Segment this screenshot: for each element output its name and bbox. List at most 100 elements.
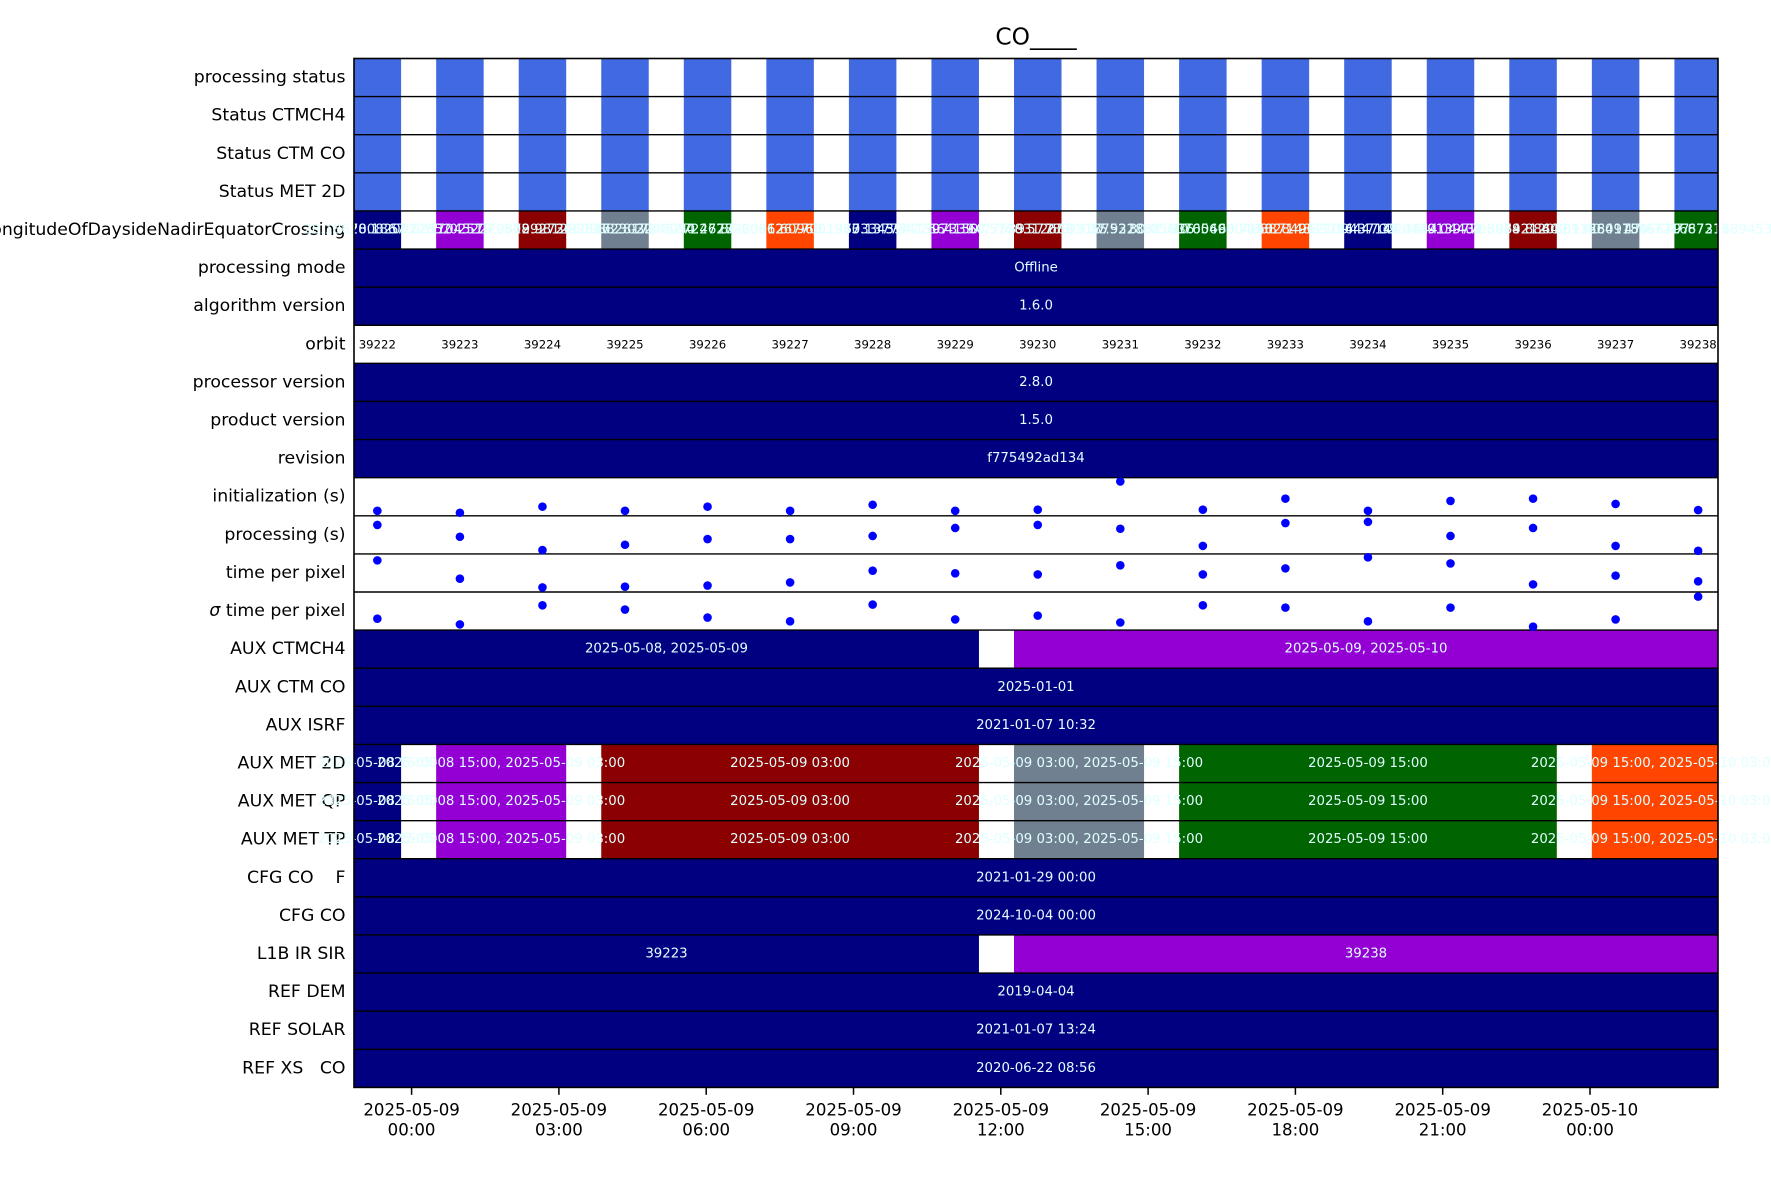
value-bar: [354, 706, 1718, 745]
longitude-value-rounded: 36.28172: [593, 222, 656, 237]
scatter-dot: [1116, 561, 1125, 570]
layer-row-labels: processing status Status CTMCH4 Status CTM…: [0, 68, 346, 1079]
scatter-dot: [1528, 523, 1538, 533]
longitude-value: 30.056076049804688: [1129, 222, 1277, 237]
scatter-dot: [1528, 580, 1538, 589]
granule-stripe: [931, 58, 979, 97]
granule-stripe: [518, 172, 567, 211]
value-bar-label: 2025-05-08 15:00, 2025-05-09 03:00: [377, 832, 625, 847]
granule-bar: [848, 210, 897, 250]
layer-scatter: [373, 477, 1703, 631]
orbit-number: 39225: [606, 337, 643, 351]
value-bar-label: 2025-05-09 15:00: [1308, 832, 1428, 847]
scatter-dot: [455, 574, 465, 583]
value-bar-label: 2025-05-09 03:00: [730, 794, 850, 809]
granule-stripe: [1344, 172, 1392, 211]
orbit-number: 39229: [937, 337, 974, 351]
row-label: AUX ISRF: [266, 715, 346, 735]
granule-stripe: [1426, 58, 1475, 97]
granule-stripe: [766, 58, 814, 97]
longitude-value: 86.60962677001953: [720, 222, 860, 237]
value-bar-label: 2021-01-29 00:00: [976, 870, 1096, 885]
value-bar: [1014, 820, 1145, 859]
row-bars: [354, 934, 1718, 974]
value-bar-label: 2025-05-09 15:00, 2025-05-10 03:00: [1531, 794, 1771, 809]
scatter-dot: [868, 566, 877, 575]
scatter-dot: [1528, 622, 1538, 631]
tick-label-time: 21:00: [1419, 1121, 1467, 1140]
value-bar: [601, 744, 979, 783]
granule-stripe: [601, 134, 649, 173]
scatter-dot: [785, 506, 795, 516]
scatter-dot: [620, 582, 630, 591]
longitude-value: 27.931875228881836: [1046, 222, 1194, 237]
value-bar-label: 1.5.0: [1019, 413, 1053, 428]
layer-axis: 2025-05-0900:002025-05-0903:002025-05-09…: [353, 57, 1719, 1140]
value-bar: [354, 1049, 1718, 1088]
longitude-value: 96.37144470214844: [1298, 222, 1438, 237]
value-bar: [1591, 782, 1718, 821]
granule-stripe: [1096, 96, 1145, 135]
granule-stripe: [931, 172, 979, 211]
longitude-value-rounded: 28.1867: [350, 222, 405, 237]
granule-stripe: [1509, 172, 1557, 211]
value-bar: [354, 363, 1718, 402]
granule-stripe: [766, 134, 814, 173]
scatter-dot: [1528, 494, 1538, 503]
scatter-dot: [1611, 615, 1620, 624]
longitude-value: 28.186700820922852: [303, 222, 451, 237]
row-bars: [354, 630, 1718, 669]
value-bar-label: f775492ad134: [987, 451, 1084, 466]
scatter-dot: [1611, 499, 1620, 509]
scatter-dot: [1693, 577, 1703, 586]
scatter-dot: [785, 534, 795, 544]
value-bar-label: 2025-05-08, 2025-05-09: [585, 642, 748, 657]
longitude-value: -79.98129272460938: [470, 222, 614, 237]
orbit-number: 39230: [1019, 337, 1056, 351]
granule-stripe: [1426, 134, 1475, 173]
scatter-dot: [1363, 517, 1373, 527]
scatter-dot: [373, 556, 382, 565]
granule-stripe: [354, 58, 402, 97]
scatter-dot: [1116, 618, 1125, 627]
scatter-dot: [703, 613, 712, 622]
granule-bar: [518, 210, 567, 250]
granule-bar: [601, 210, 649, 250]
row-label: REF SOLAR: [249, 1020, 346, 1040]
row-label: revision: [278, 449, 346, 469]
value-bar: [1179, 820, 1557, 859]
value-bar: [354, 858, 1718, 897]
scatter-dot: [620, 540, 630, 550]
granule-stripe: [1344, 58, 1392, 97]
granule-stripe: [1179, 58, 1227, 97]
value-bar-label: 2024-10-04 00:00: [976, 908, 1096, 923]
granule-bar: [354, 210, 402, 250]
longitude-value-rounded: 40.09156: [1584, 222, 1647, 237]
value-bar: [601, 820, 979, 859]
row-label: time per pixel: [226, 563, 346, 583]
value-bar-label: 2025-05-09 15:00: [1308, 794, 1428, 809]
granule-stripe: [1179, 134, 1227, 173]
longitude-value-rounded: 39.04401: [1419, 222, 1482, 237]
value-bar: [354, 249, 1718, 288]
scatter-dot: [1116, 477, 1125, 486]
value-bar: [1179, 744, 1557, 783]
row-label: processing status: [194, 68, 346, 88]
value-bar: [354, 896, 1718, 935]
granule-stripe: [1261, 96, 1310, 135]
value-bar: [1179, 782, 1557, 821]
row-label: product version: [210, 411, 345, 431]
orbit-number: 39238: [1680, 337, 1717, 351]
scatter-dot: [1033, 520, 1043, 530]
scatter-dot: [538, 502, 547, 511]
plot-border: [353, 57, 1719, 1089]
scatter-dot: [703, 534, 712, 544]
longitude-value-rounded: -30.46272: [673, 222, 741, 237]
scatter-dot: [1446, 603, 1455, 612]
value-bar: [354, 782, 402, 821]
longitude-value: 39.04401397705078: [1381, 222, 1521, 237]
granule-stripe: [1096, 134, 1145, 173]
tick-label-date: 2025-05-09: [1394, 1101, 1490, 1120]
longitude-value-rounded: -60.71483: [1251, 222, 1319, 237]
scatter-dot: [785, 578, 795, 587]
